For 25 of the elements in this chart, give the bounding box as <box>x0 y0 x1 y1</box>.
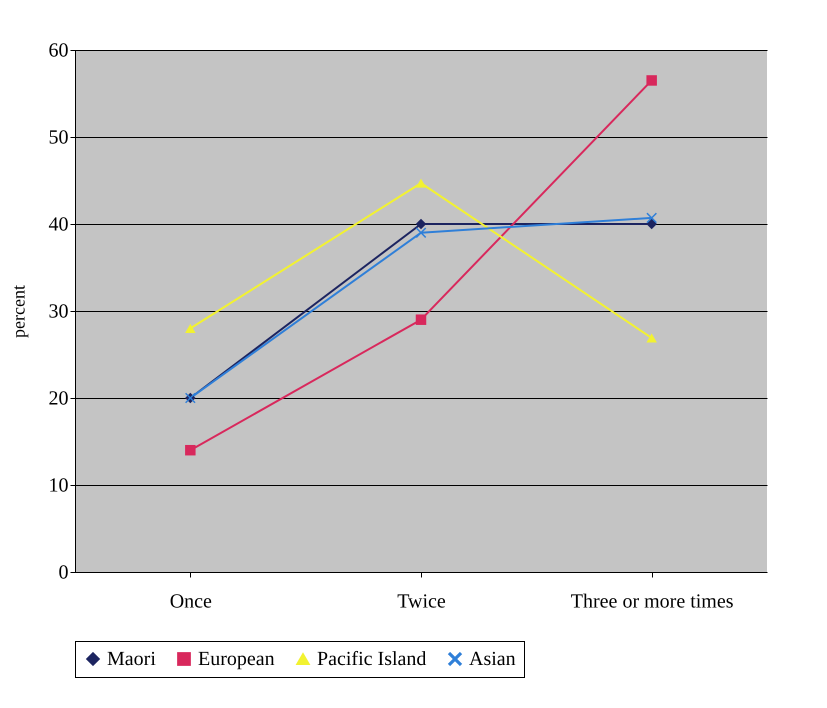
y-tick-label: 60 <box>48 40 68 62</box>
point <box>646 218 657 230</box>
x-tick-label: Once <box>170 590 212 612</box>
y-tick-label: 10 <box>48 474 68 496</box>
y-axis-title: percent <box>8 285 28 338</box>
x-tick-label: Three or more times <box>570 590 734 612</box>
point <box>646 75 657 86</box>
point <box>416 227 426 238</box>
point <box>185 324 196 333</box>
y-tick-label: 40 <box>48 214 68 236</box>
point <box>416 178 426 188</box>
legend-label: Asian <box>469 648 516 670</box>
x-tick-label: Twice <box>397 590 446 612</box>
y-tick-label: 50 <box>48 126 68 148</box>
y-tick-label: 0 <box>58 562 68 584</box>
y-tick-label: 20 <box>48 388 68 410</box>
point <box>646 212 657 224</box>
legend-label: Pacific Island <box>317 648 426 670</box>
point <box>416 314 426 325</box>
point <box>646 333 657 343</box>
y-tick-label: 30 <box>48 300 68 322</box>
point <box>416 218 426 230</box>
legend-label: European <box>198 648 275 670</box>
point <box>185 444 196 456</box>
legend-label: Maori <box>107 648 156 670</box>
